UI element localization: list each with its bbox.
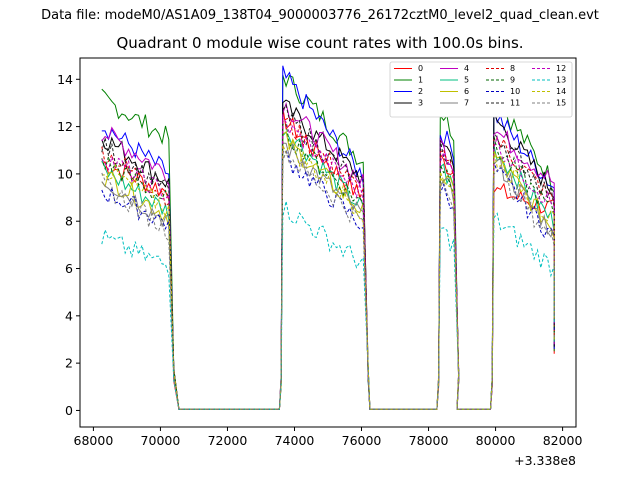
x-tick-label: 80000 (476, 433, 516, 448)
series-line-1 (101, 74, 555, 410)
x-tick-label: 74000 (275, 433, 315, 448)
y-tick-label: 0 (65, 403, 73, 418)
y-tick-label: 4 (65, 308, 73, 323)
y-tick-label: 6 (65, 261, 73, 276)
plot-frame (79, 57, 577, 428)
series-line-13 (101, 201, 555, 410)
legend-label-1: 1 (418, 76, 423, 85)
series-line-4 (101, 101, 555, 410)
x-tick-label: 78000 (409, 433, 449, 448)
legend-label-7: 7 (464, 99, 469, 108)
legend-label-13: 13 (556, 76, 566, 85)
series-line-6 (101, 131, 555, 410)
series-line-0 (101, 107, 555, 410)
legend-label-3: 3 (418, 99, 423, 108)
series-line-2 (101, 65, 555, 410)
y-tick-label: 8 (65, 214, 73, 229)
x-tick-label: 72000 (208, 433, 248, 448)
legend-label-4: 4 (464, 64, 469, 73)
axis-ticks-layer: 68000 70000 72000 74000 76000 78000 80000 82000… (57, 72, 582, 448)
series-line-9 (101, 123, 555, 410)
legend-label-5: 5 (464, 76, 469, 85)
y-tick-label: 2 (65, 356, 73, 371)
legend-label-14: 14 (556, 87, 566, 96)
y-tick-label: 12 (57, 119, 73, 134)
legend-box (389, 61, 573, 118)
x-offset-label: +3.338e8 (514, 453, 576, 468)
x-tick-label: 76000 (342, 433, 382, 448)
legend-label-11: 11 (510, 99, 520, 108)
series-line-14 (101, 140, 555, 410)
series-lines-layer (101, 65, 555, 410)
x-tick-label: 68000 (74, 433, 114, 448)
legend-label-12: 12 (556, 64, 566, 73)
y-tick-label: 10 (57, 166, 73, 181)
legend-label-8: 8 (510, 64, 515, 73)
legend-label-15: 15 (556, 99, 566, 108)
x-tick-label: 82000 (543, 433, 583, 448)
series-line-15 (101, 149, 555, 410)
legend-label-10: 10 (510, 87, 520, 96)
y-tick-label: 14 (57, 72, 73, 87)
file-label: Data file: modeM0/AS1A09_138T04_90000037… (41, 8, 599, 23)
legend-label-6: 6 (464, 87, 469, 96)
legend-label-0: 0 (418, 64, 423, 73)
legend-label-2: 2 (418, 87, 423, 96)
legend-label-9: 9 (510, 76, 515, 85)
x-tick-label: 70000 (141, 433, 181, 448)
chart-title: Quadrant 0 module wise count rates with … (116, 34, 524, 52)
series-line-10 (101, 150, 555, 410)
series-line-11 (101, 103, 555, 410)
